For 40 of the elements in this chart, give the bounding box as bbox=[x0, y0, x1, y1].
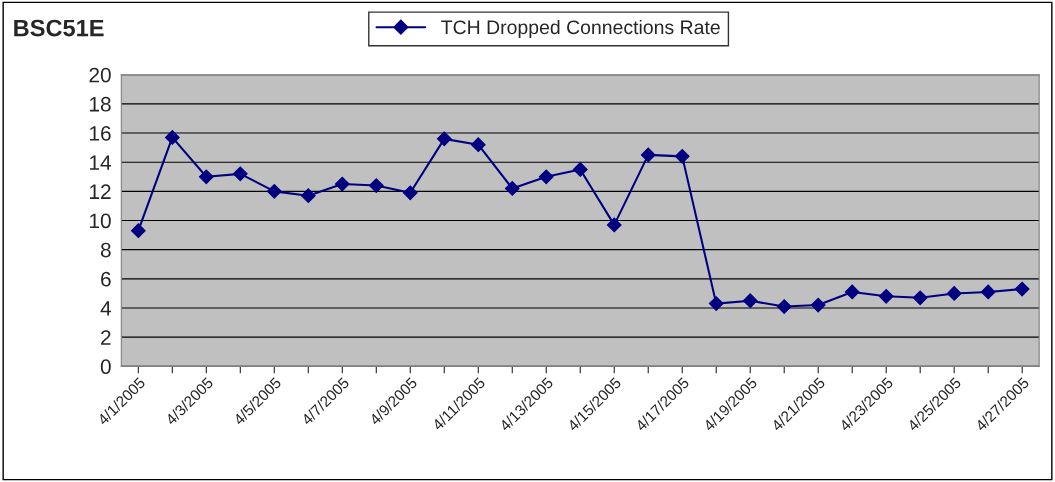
point bbox=[606, 217, 622, 233]
point bbox=[334, 176, 350, 192]
point bbox=[232, 166, 248, 182]
point bbox=[402, 185, 418, 201]
point bbox=[640, 147, 656, 163]
point bbox=[946, 286, 962, 301]
y-tick-label: 0 bbox=[100, 359, 111, 375]
point bbox=[130, 223, 146, 239]
point bbox=[980, 284, 996, 300]
point bbox=[572, 162, 588, 177]
point bbox=[878, 288, 894, 304]
y-tick-label: 20 bbox=[89, 67, 111, 83]
point bbox=[912, 290, 928, 306]
y-tick-label: 2 bbox=[101, 330, 111, 345]
point bbox=[198, 169, 214, 185]
point bbox=[776, 299, 792, 314]
point bbox=[742, 293, 758, 309]
y-tick-label: 12 bbox=[90, 184, 111, 199]
chart-title: BSC51E bbox=[14, 19, 104, 37]
point bbox=[300, 188, 316, 204]
point bbox=[164, 130, 180, 145]
point bbox=[368, 178, 384, 193]
point bbox=[470, 137, 486, 153]
point bbox=[844, 284, 860, 300]
y-tick-label: 8 bbox=[100, 242, 111, 258]
point bbox=[810, 297, 826, 313]
y-tick-label: 4 bbox=[100, 301, 111, 316]
y-tick-label: 10 bbox=[90, 213, 111, 229]
point bbox=[266, 183, 282, 199]
point bbox=[538, 169, 554, 185]
y-tick-label: 18 bbox=[90, 96, 111, 112]
y-tick-label: 6 bbox=[101, 271, 111, 287]
y-tick-label: 16 bbox=[90, 126, 111, 141]
point bbox=[674, 148, 690, 164]
legend-label: TCH Dropped Connections Rate bbox=[441, 19, 720, 39]
point bbox=[708, 296, 724, 312]
point bbox=[1014, 281, 1030, 297]
point bbox=[504, 181, 520, 196]
point bbox=[436, 131, 452, 147]
y-tick-label: 14 bbox=[90, 155, 111, 170]
